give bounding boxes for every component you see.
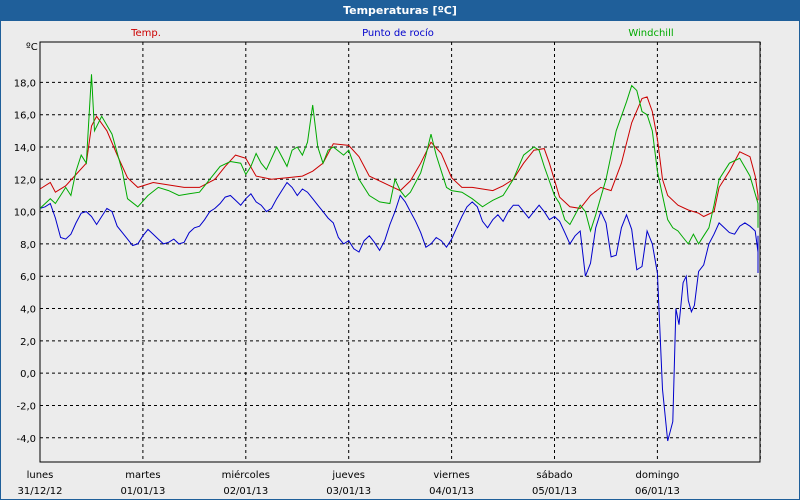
series-layer (39, 74, 759, 442)
x-tick-date: 31/12/12 (18, 486, 63, 497)
y-tick-label: 8,0 (20, 240, 36, 251)
y-tick-label: 16,0 (14, 111, 36, 122)
legend-dew-point: Punto de rocío (362, 27, 434, 39)
y-axis: 18,0 16,0 14,0 12,0 10,0 8,0 6,0 4,0 2,0 0,0 -2,0 -… (14, 78, 36, 444)
y-tick-label: 10,0 (14, 208, 36, 219)
legend-temp: Temp. (130, 28, 161, 39)
window-title-bar: Temperaturas [ºC] (0, 0, 800, 21)
y-tick-label: 18,0 (14, 78, 36, 89)
x-tick-day: lunes (27, 470, 54, 481)
plot-frame (39, 41, 761, 463)
series-line-temp (39, 96, 759, 218)
x-tick-day: martes (125, 470, 160, 481)
x-tick-day: domingo (636, 470, 680, 481)
chart-panel (0, 21, 800, 500)
y-tick-label: -2,0 (16, 401, 36, 412)
y-axis-unit: ºC (26, 42, 38, 53)
x-axis: lunes 31/12/12 martes 01/01/13 miércoles 02/0… (18, 469, 680, 497)
x-tick-date: 06/01/13 (635, 486, 680, 497)
series-line-dew-point (39, 181, 759, 442)
y-tick-label: 12,0 (14, 175, 36, 186)
x-tick-day: sábado (536, 469, 572, 481)
grid-layer (40, 42, 761, 462)
y-tick-label: 4,0 (20, 305, 36, 316)
x-tick-date: 03/01/13 (326, 486, 371, 497)
y-tick-label: 2,0 (20, 337, 36, 348)
y-tick-label: -4,0 (16, 434, 36, 445)
series-line-windchill (39, 74, 759, 245)
y-tick-label: 0,0 (20, 369, 36, 380)
x-tick-date: 04/01/13 (429, 486, 474, 497)
x-tick-date: 01/01/13 (120, 486, 165, 497)
y-tick-label: 14,0 (14, 143, 36, 154)
x-tick-date: 02/01/13 (223, 486, 268, 497)
y-tick-label: 6,0 (20, 272, 36, 283)
x-tick-day: jueves (331, 470, 365, 481)
x-tick-day: miércoles (222, 469, 270, 481)
x-tick-day: viernes (433, 470, 469, 481)
legend-windchill: Windchill (628, 28, 673, 39)
x-tick-date: 05/01/13 (532, 486, 577, 497)
chart-title: Temperaturas [ºC] (343, 4, 457, 17)
